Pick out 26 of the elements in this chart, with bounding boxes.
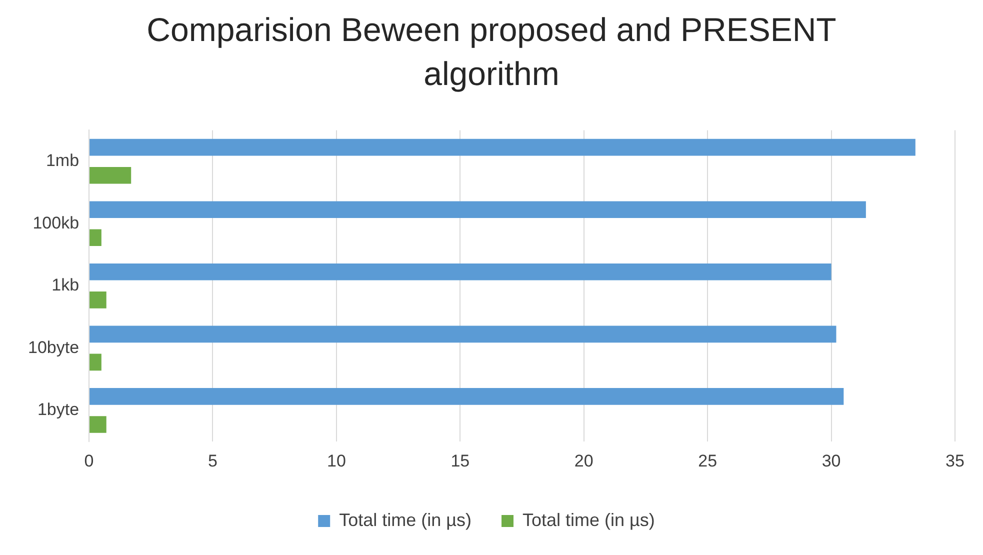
bar	[90, 138, 916, 156]
x-tick-label: 30	[822, 451, 841, 470]
x-tick-label: 25	[698, 451, 718, 470]
bar	[90, 354, 102, 371]
x-tick-label: 10	[326, 451, 346, 470]
bar	[90, 166, 132, 184]
x-tick-label: 0	[84, 451, 94, 470]
x-tick-label: 20	[574, 451, 594, 470]
y-tick-label: 10byte	[28, 338, 80, 357]
bar	[90, 229, 102, 246]
bar	[90, 263, 832, 280]
bar	[90, 416, 106, 433]
x-tick-label: 15	[450, 451, 470, 470]
y-tick-label: 1kb	[52, 276, 80, 295]
x-tick-label: 35	[946, 451, 964, 470]
x-tick-label: 5	[208, 451, 218, 470]
legend-label: Total time (in µs)	[522, 510, 655, 530]
chart-title: Comparision Beween proposed and PRESENT algorithm	[146, 10, 838, 94]
y-tick-label: 100kb	[32, 213, 80, 232]
bar	[90, 292, 106, 308]
bar	[90, 201, 866, 218]
legend-label: Total time (in µs)	[339, 510, 472, 530]
bar	[90, 326, 836, 343]
y-tick-label: 1mb	[46, 151, 80, 170]
bar	[90, 388, 844, 405]
y-tick-label: 1byte	[37, 400, 80, 420]
